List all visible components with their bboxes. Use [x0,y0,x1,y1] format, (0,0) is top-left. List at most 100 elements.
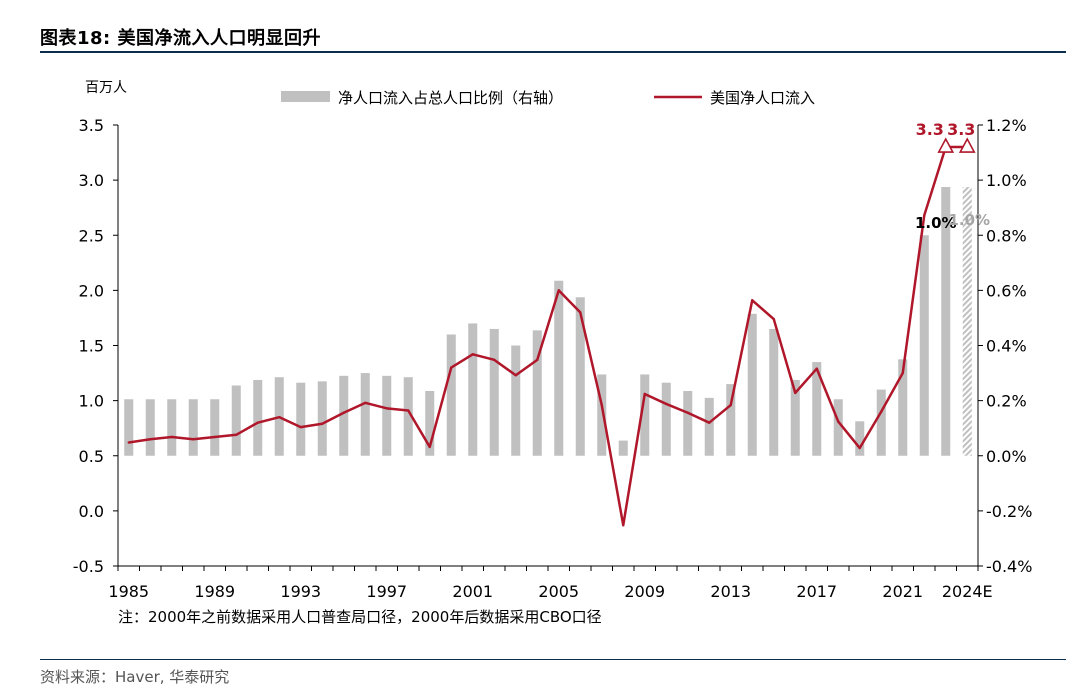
bar-1987 [167,399,177,456]
annotation-label-2024E: 3.3 [947,120,975,139]
x-tick-label: 2009 [624,582,665,601]
x-tick-label: 1997 [366,582,407,601]
bar-2020 [876,389,886,456]
right-tick-label: 0.6% [986,281,1027,300]
bar-2018 [833,399,843,456]
line-point-2015 [772,317,775,321]
left-tick-label: 3.5 [79,116,104,135]
line-point-1986 [149,438,152,441]
legend-line-label: 美国净人口流入 [710,89,815,107]
line-point-2019 [858,446,861,450]
bar-2024E [962,187,972,456]
footer-rule [40,659,1066,660]
left-axis-unit: 百万人 [85,80,127,96]
line-point-2007 [600,403,603,407]
left-tick-label: 2.0 [79,281,104,300]
bar-1995 [339,375,349,456]
bar-2019 [855,421,865,456]
bar-2008 [618,440,628,456]
bar-2014 [747,313,757,456]
bar-2009 [640,374,650,456]
annotation-triangle-2024E [958,137,976,153]
line-point-1991 [256,421,259,424]
right-tick-label: 0.0% [986,447,1027,466]
bar-2001 [468,323,478,456]
x-tick-label: 2013 [710,582,751,601]
bar-2000 [446,334,456,456]
line-point-2006 [579,311,582,314]
bar-1991 [253,379,263,456]
bar-2005 [554,280,564,456]
line-point-1998 [407,409,410,412]
line-point-2013 [729,403,732,407]
line-point-2005 [557,289,560,292]
annotation-pct-2023: 1.0% [915,214,957,232]
line-point-2000 [450,366,453,369]
bar-2021 [898,359,908,456]
legend-bar-label: 净人口流入占总人口比例（右轴） [338,89,563,107]
line-point-2016 [794,391,797,395]
bar-1985 [124,399,134,456]
right-tick-label: -0.4% [986,557,1032,576]
line-point-2011 [686,411,689,414]
annotation-pct-2024E: 1.0% [948,211,990,229]
right-tick-label: 0.4% [986,337,1027,356]
bar-2023 [941,187,951,456]
bar-2013 [726,384,736,456]
line-point-1995 [342,411,345,414]
left-tick-label: 0.5 [79,447,104,466]
x-tick-label: 2005 [538,582,579,601]
bar-1996 [360,373,370,456]
bar-2003 [511,345,521,456]
line-point-1993 [299,425,302,429]
figure-title: 图表18: 美国净流入人口明显回升 [40,28,322,49]
line-point-2003 [514,374,517,377]
data-source: 资料来源：Haver, 华泰研究 [40,668,230,686]
line-point-1985 [127,441,130,444]
annotation-label-2023: 3.3 [916,120,944,139]
left-tick-label: 1.0 [79,392,104,411]
bar-2004 [532,330,542,456]
legend-bar-swatch [281,91,330,102]
line-point-2012 [708,421,711,424]
bar-2016 [790,379,800,456]
line-point-1989 [213,435,216,439]
line-point-2001 [471,353,474,356]
bar-2006 [575,297,585,456]
x-tick-label: 1989 [194,582,235,601]
bar-2022 [919,235,929,456]
line-point-2020 [880,410,883,413]
right-tick-label: 0.2% [986,392,1027,411]
x-tick-label: 2024E [942,582,993,601]
left-tick-label: 1.5 [79,337,104,356]
left-tick-label: 0.0 [79,502,104,521]
line-point-2017 [815,367,818,370]
line-point-1996 [364,401,367,405]
line-point-1992 [278,415,281,419]
bar-1998 [403,377,413,456]
bar-1994 [317,381,327,456]
line-point-2018 [837,420,840,423]
bar-2002 [489,328,499,456]
x-tick-label: 2001 [452,582,493,601]
bar-1997 [382,375,392,456]
line-point-1994 [321,422,324,425]
bar-1986 [145,399,155,456]
x-tick-label: 2021 [882,582,923,601]
line-point-1999 [428,445,431,449]
line-point-2004 [536,358,539,362]
bar-1989 [210,399,220,456]
x-tick-label: 1993 [280,582,321,601]
line-point-1988 [192,438,195,441]
bar-1999 [425,390,435,456]
line-point-2021 [901,371,904,375]
line-point-2002 [493,358,496,362]
bar-1990 [231,385,241,456]
data-note: 注：2000年之前数据采用人口普查局口径，2000年后数据采用CBO口径 [118,608,602,626]
title-rule [40,51,1066,53]
bar-2015 [769,328,779,456]
line-point-1987 [170,435,173,439]
annotation-triangle-2023 [937,137,955,153]
x-tick-label: 1985 [108,582,149,601]
bar-2017 [812,362,822,456]
